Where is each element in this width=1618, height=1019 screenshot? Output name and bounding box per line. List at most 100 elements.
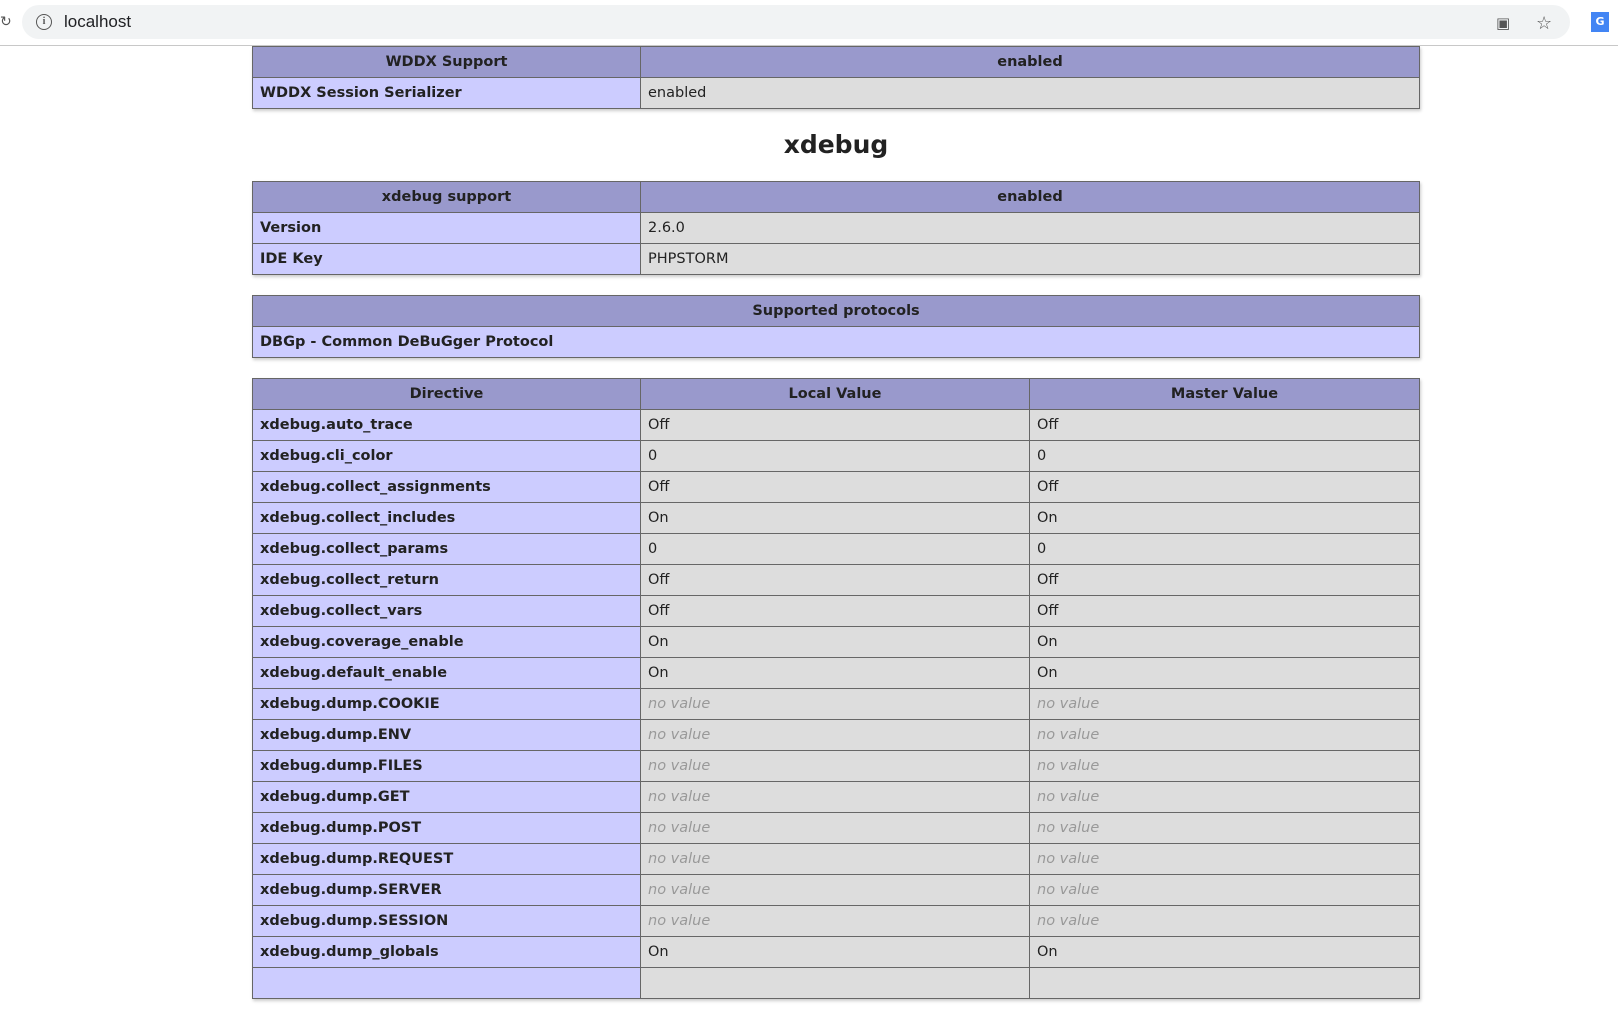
table-row: xdebug.dump.GET no value no value xyxy=(252,781,1420,813)
key-cell: Version xyxy=(252,212,641,244)
wddx-table: WDDX Support enabled WDDX Session Seriali… xyxy=(252,46,1420,109)
key-cell: DBGp - Common DeBuGger Protocol xyxy=(252,326,1420,358)
table-row: xdebug.dump.COOKIE no value no value xyxy=(252,688,1420,720)
directive-cell: xdebug.dump.FILES xyxy=(252,750,641,782)
header-cell: Directive xyxy=(252,378,641,410)
local-value-cell: Off xyxy=(640,471,1030,503)
master-value-cell: On xyxy=(1029,936,1420,968)
table-row: xdebug.default_enable On On xyxy=(252,657,1420,689)
master-value-cell: no value xyxy=(1029,874,1420,906)
value-cell: enabled xyxy=(640,77,1420,109)
header-cell: WDDX Support xyxy=(252,46,641,78)
local-value-cell: Off xyxy=(640,564,1030,596)
master-value-cell: 0 xyxy=(1029,440,1420,472)
master-value-cell: Off xyxy=(1029,564,1420,596)
master-value-cell: Off xyxy=(1029,595,1420,627)
address-bar[interactable]: i localhost ▣ ☆ xyxy=(22,5,1570,39)
google-translate-extension-icon[interactable]: G xyxy=(1591,12,1609,32)
directive-cell: xdebug.collect_vars xyxy=(252,595,641,627)
table-row: xdebug.collect_vars Off Off xyxy=(252,595,1420,627)
header-cell: Master Value xyxy=(1029,378,1420,410)
master-value-cell: On xyxy=(1029,502,1420,534)
section-title: xdebug xyxy=(783,130,889,159)
xdebug-support-table: xdebug support enabled Version 2.6.0 IDE K… xyxy=(252,181,1420,275)
header-cell: enabled xyxy=(640,46,1420,78)
master-value-cell: no value xyxy=(1029,843,1420,875)
directive-cell: xdebug.dump.GET xyxy=(252,781,641,813)
directives-table: Directive Local Value Master Value xdebug.… xyxy=(252,378,1420,999)
master-value-cell: no value xyxy=(1029,688,1420,720)
browser-toolbar: ↻ i localhost ▣ ☆ G xyxy=(0,0,1618,46)
table-row: xdebug.dump.ENV no value no value xyxy=(252,719,1420,751)
table-row: xdebug.cli_color 0 0 xyxy=(252,440,1420,472)
table-row: xdebug.auto_trace Off Off xyxy=(252,409,1420,441)
directive-cell: xdebug.auto_trace xyxy=(252,409,641,441)
local-value-cell: no value xyxy=(640,812,1030,844)
url-text[interactable]: localhost xyxy=(64,12,132,31)
table-row xyxy=(252,967,1420,999)
table-row: xdebug.dump.SERVER no value no value xyxy=(252,874,1420,906)
key-cell: IDE Key xyxy=(252,243,641,275)
directive-cell: xdebug.default_enable xyxy=(252,657,641,689)
master-value-cell: On xyxy=(1029,657,1420,689)
local-value-cell: no value xyxy=(640,781,1030,813)
local-value-cell: 0 xyxy=(640,533,1030,565)
header-cell: enabled xyxy=(640,181,1420,213)
directive-cell: xdebug.dump.ENV xyxy=(252,719,641,751)
directive-cell: xdebug.collect_assignments xyxy=(252,471,641,503)
local-value-cell: no value xyxy=(640,719,1030,751)
local-value-cell: On xyxy=(640,657,1030,689)
master-value-cell: Off xyxy=(1029,409,1420,441)
header-cell: xdebug support xyxy=(252,181,641,213)
directive-cell: xdebug.dump.SESSION xyxy=(252,905,641,937)
local-value-cell: 0 xyxy=(640,440,1030,472)
reload-icon[interactable]: ↻ xyxy=(0,14,12,30)
table-row: xdebug.collect_params 0 0 xyxy=(252,533,1420,565)
local-value-cell: Off xyxy=(640,409,1030,441)
table-row: xdebug.coverage_enable On On xyxy=(252,626,1420,658)
cell xyxy=(252,967,641,999)
master-value-cell: On xyxy=(1029,626,1420,658)
directive-cell: xdebug.dump.COOKIE xyxy=(252,688,641,720)
directive-cell: xdebug.collect_params xyxy=(252,533,641,565)
directive-cell: xdebug.collect_includes xyxy=(252,502,641,534)
directive-cell: xdebug.cli_color xyxy=(252,440,641,472)
cell xyxy=(1029,967,1420,999)
master-value-cell: 0 xyxy=(1029,533,1420,565)
table-row: xdebug.dump.FILES no value no value xyxy=(252,750,1420,782)
table-row: xdebug.collect_includes On On xyxy=(252,502,1420,534)
master-value-cell: Off xyxy=(1029,471,1420,503)
table-row: xdebug.dump.POST no value no value xyxy=(252,812,1420,844)
translate-icon[interactable]: ▣ xyxy=(1496,14,1511,32)
cell xyxy=(640,967,1030,999)
directive-cell: xdebug.dump.REQUEST xyxy=(252,843,641,875)
directive-cell: xdebug.dump_globals xyxy=(252,936,641,968)
local-value-cell: no value xyxy=(640,750,1030,782)
local-value-cell: no value xyxy=(640,874,1030,906)
master-value-cell: no value xyxy=(1029,781,1420,813)
info-icon[interactable]: i xyxy=(36,14,52,30)
protocols-table: Supported protocols DBGp - Common DeBuGg… xyxy=(252,295,1420,358)
header-cell: Local Value xyxy=(640,378,1030,410)
local-value-cell: On xyxy=(640,626,1030,658)
table-row: xdebug.dump_globals On On xyxy=(252,936,1420,968)
directive-cell: xdebug.dump.SERVER xyxy=(252,874,641,906)
directive-cell: xdebug.dump.POST xyxy=(252,812,641,844)
master-value-cell: no value xyxy=(1029,905,1420,937)
table-row: xdebug.dump.REQUEST no value no value xyxy=(252,843,1420,875)
directive-cell: xdebug.coverage_enable xyxy=(252,626,641,658)
value-cell: PHPSTORM xyxy=(640,243,1420,275)
value-cell: 2.6.0 xyxy=(640,212,1420,244)
phpinfo-page: WDDX Support enabled WDDX Session Seriali… xyxy=(252,46,1420,1019)
table-row: xdebug.collect_assignments Off Off xyxy=(252,471,1420,503)
table-row: xdebug.dump.SESSION no value no value xyxy=(252,905,1420,937)
local-value-cell: no value xyxy=(640,905,1030,937)
table-row: xdebug.collect_return Off Off xyxy=(252,564,1420,596)
local-value-cell: Off xyxy=(640,595,1030,627)
star-icon[interactable]: ☆ xyxy=(1536,13,1553,34)
directive-cell: xdebug.collect_return xyxy=(252,564,641,596)
master-value-cell: no value xyxy=(1029,812,1420,844)
local-value-cell: On xyxy=(640,936,1030,968)
local-value-cell: On xyxy=(640,502,1030,534)
local-value-cell: no value xyxy=(640,843,1030,875)
